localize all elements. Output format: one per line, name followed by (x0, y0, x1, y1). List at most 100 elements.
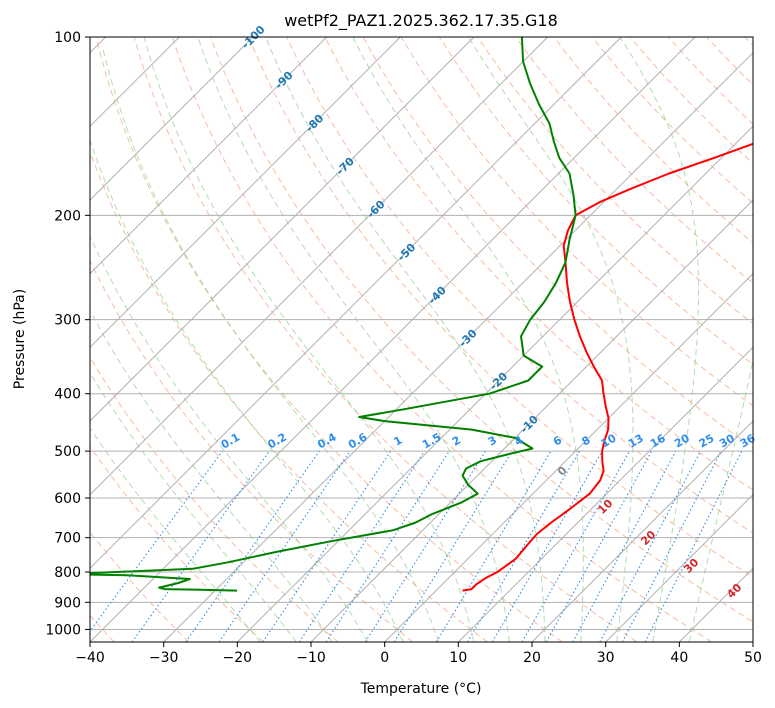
dry-adiabat (400, 37, 753, 407)
mixing-ratio-line (262, 450, 392, 642)
mixing-ratio-label: 0.6 (346, 430, 370, 451)
dry-adiabat (553, 37, 753, 244)
mixing-ratio-line (364, 450, 486, 642)
moist-adiabat (102, 49, 439, 642)
mixing-ratio-label: 1 (392, 433, 405, 448)
chart-title: wetPf2_PAZ1.2025.362.17.35.G18 (284, 11, 558, 31)
isotherm-line (605, 493, 753, 642)
dry-adiabat (743, 37, 753, 47)
mixing-ratio-line (644, 450, 743, 642)
mixing-ratio-line (599, 450, 702, 642)
mixing-ratio-line (185, 450, 320, 642)
y-tick-label: 900 (54, 595, 81, 611)
mixing-ratio-line (491, 450, 603, 642)
x-tick-label: −20 (223, 650, 253, 666)
isotherm-line (531, 420, 753, 642)
moist-adiabat (197, 37, 510, 642)
x-tick-label: 20 (523, 650, 541, 666)
isotherm-line (678, 567, 753, 642)
x-axis-label: Temperature (°C) (360, 681, 482, 697)
y-tick-label: 600 (54, 491, 81, 507)
dry-adiabat (248, 37, 753, 578)
mixing-ratio-label: 36 (738, 431, 758, 450)
moist-adiabat-label: 30 (681, 556, 701, 576)
mixing-ratio-line (521, 450, 630, 642)
x-tick-label: −10 (296, 650, 326, 666)
mixing-ratio-label: 13 (626, 432, 646, 451)
moist-adiabat (90, 371, 297, 642)
mixing-ratio-label: 16 (648, 431, 668, 450)
dry-adiabat (667, 37, 753, 125)
y-tick-label: 400 (54, 387, 81, 403)
dry-adiabat (438, 37, 753, 366)
moist-adiabat-label: 40 (724, 581, 744, 601)
dry-adiabat (171, 37, 712, 642)
isotherm-line (457, 346, 753, 642)
dry-adiabat (90, 445, 264, 642)
label-area: 0.1 0.2 0.4 0.6 1 1.5 2 3 4 6 8 10 13 16 20 25 30 36-100-… (219, 23, 758, 601)
isotherm-line (310, 199, 753, 642)
y-tick-label: 500 (54, 444, 81, 460)
mixing-ratio-label: 2 (450, 433, 463, 448)
axes: −40 −30 −20 −10 0 10 20 30 40 5010020030040050060… (45, 30, 762, 666)
moist-adiabat (90, 235, 369, 642)
y-tick-label: 1000 (45, 622, 81, 638)
mixing-ratio-label: 3 (486, 433, 499, 448)
isotherm-label: -90 (272, 68, 295, 91)
dry-adiabat (591, 37, 753, 204)
moist-adiabat-label: 0 (555, 464, 570, 479)
mixing-ratio-line (545, 450, 653, 642)
mixing-ratio-line (90, 450, 223, 632)
dewpoint-profile-line (90, 37, 577, 592)
y-tick-label: 800 (54, 565, 81, 581)
dry-adiabat (90, 150, 488, 642)
moist-adiabat-label: 10 (595, 497, 615, 517)
mixing-ratio-line (435, 450, 552, 642)
mixing-ratio-label: 30 (717, 431, 737, 450)
dry-adiabat (95, 37, 563, 642)
mixing-ratio-line (393, 450, 513, 642)
dry-adiabat (476, 37, 753, 325)
mixing-ratio-line (298, 450, 425, 642)
y-axis-label: Pressure (hPa) (12, 289, 28, 389)
moist-adiabat (90, 309, 333, 642)
isotherm-line (90, 37, 328, 275)
mixing-ratio-line (325, 450, 450, 642)
y-tick-label: 200 (54, 208, 81, 224)
dry-adiabat (286, 37, 753, 534)
temperature-profile-line (462, 142, 753, 592)
x-tick-label: 50 (744, 650, 762, 666)
isotherm-line (90, 37, 622, 570)
moist-adiabat (688, 358, 753, 642)
mixing-ratio-line (467, 450, 580, 642)
x-tick-label: 10 (449, 650, 467, 666)
isotherm-line (163, 51, 753, 642)
dry-adiabat (90, 259, 414, 642)
x-tick-label: 0 (380, 650, 389, 666)
x-tick-label: 30 (597, 650, 615, 666)
moist-adiabat (265, 37, 546, 642)
x-tick-label: −30 (149, 650, 179, 666)
dry-adiabat (90, 531, 190, 642)
x-tick-label: −40 (75, 650, 105, 666)
dry-adiabat (362, 37, 753, 449)
moist-adiabat (90, 138, 404, 642)
moist-adiabat (619, 37, 699, 642)
isotherm-line (236, 125, 753, 642)
moist-adiabat-label: 20 (638, 528, 658, 548)
moist-adiabat (352, 37, 584, 642)
moist-adiabat (143, 37, 475, 642)
isotherm-line (90, 37, 549, 496)
dry-adiabat (133, 37, 638, 642)
mixing-ratio-line (572, 450, 677, 642)
y-tick-label: 100 (54, 30, 81, 46)
isotherm-line (752, 641, 753, 642)
isotherm-line (90, 37, 254, 201)
mixing-ratio-label: 0.2 (265, 431, 288, 452)
mixing-ratio-label: 4 (512, 433, 525, 448)
mixing-ratio-label: 25 (697, 432, 717, 451)
series-area (90, 37, 753, 592)
x-tick-label: 40 (670, 650, 688, 666)
y-tick-label: 300 (54, 313, 81, 329)
